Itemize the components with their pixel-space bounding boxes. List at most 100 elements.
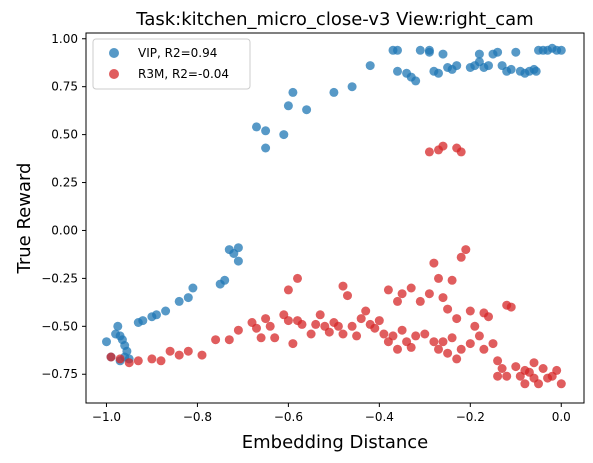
point-vip: [484, 61, 493, 71]
point-r3m: [520, 379, 530, 389]
legend-box: [92, 38, 251, 90]
point-vip: [279, 130, 289, 140]
y-tick-label: −0.75: [41, 367, 78, 381]
point-vip: [152, 310, 161, 320]
point-r3m: [438, 337, 448, 347]
point-vip: [434, 68, 443, 78]
point-r3m: [534, 379, 543, 389]
legend-marker-r3m: [109, 69, 119, 79]
point-vip: [393, 45, 402, 55]
point-vip: [302, 105, 312, 115]
point-r3m: [270, 333, 280, 343]
point-r3m: [438, 293, 448, 303]
point-r3m: [283, 316, 293, 326]
point-r3m: [333, 321, 343, 331]
point-r3m: [429, 258, 439, 268]
chart-title: Task:kitchen_micro_close-v3 View:right_c…: [135, 9, 533, 30]
point-r3m: [374, 316, 384, 326]
legend-label-vip: VIP, R2=0.94: [138, 46, 217, 60]
point-r3m: [443, 348, 453, 358]
point-r3m: [434, 344, 443, 354]
point-r3m: [429, 337, 439, 347]
point-vip: [438, 49, 448, 59]
point-vip: [415, 45, 425, 55]
point-vip: [252, 122, 261, 132]
point-vip: [506, 64, 516, 74]
point-r3m: [370, 323, 380, 333]
x-axis: −1.0 −0.8 −0.6 −0.4 −0.2 0.0: [92, 403, 571, 424]
y-tick-label: −0.50: [41, 319, 78, 333]
point-r3m: [529, 358, 539, 368]
point-r3m: [465, 339, 475, 349]
y-axis-label: True Reward: [14, 163, 35, 275]
point-r3m: [124, 358, 134, 368]
point-vip: [233, 243, 243, 253]
legend-marker-vip: [109, 48, 119, 58]
point-r3m: [493, 371, 503, 381]
point-r3m: [406, 283, 416, 293]
point-r3m: [224, 335, 234, 345]
point-vip: [283, 101, 293, 111]
point-r3m: [115, 354, 125, 364]
point-r3m: [420, 329, 430, 339]
point-vip: [493, 47, 503, 57]
point-r3m: [265, 321, 275, 331]
point-vip: [393, 66, 402, 76]
y-tick-label: 1.00: [51, 32, 78, 46]
point-r3m: [293, 273, 302, 283]
point-r3m: [393, 296, 402, 306]
point-vip: [261, 143, 271, 153]
point-r3m: [411, 331, 421, 341]
point-r3m: [552, 365, 562, 375]
point-r3m: [211, 335, 221, 345]
point-vip: [511, 47, 521, 57]
y-tick-label: 0.50: [51, 128, 78, 142]
point-vip: [188, 283, 198, 293]
point-r3m: [502, 371, 512, 381]
point-r3m: [356, 314, 366, 324]
point-r3m: [252, 323, 261, 333]
point-r3m: [347, 321, 357, 331]
point-vip: [424, 47, 434, 57]
point-r3m: [343, 291, 352, 301]
y-tick-label: 0.75: [51, 80, 78, 94]
legend-label-r3m: R3M, R2=-0.04: [138, 67, 229, 81]
point-r3m: [465, 306, 475, 316]
point-r3m: [397, 325, 407, 335]
point-r3m: [438, 141, 448, 151]
point-r3m: [447, 275, 457, 285]
point-r3m: [352, 331, 362, 341]
point-r3m: [174, 350, 184, 360]
point-r3m: [324, 327, 334, 337]
point-r3m: [106, 352, 116, 362]
point-r3m: [397, 289, 407, 299]
point-r3m: [452, 354, 462, 364]
x-tick-label: −0.4: [365, 410, 394, 424]
point-r3m: [338, 281, 348, 291]
y-tick-label: −0.25: [41, 271, 78, 285]
point-r3m: [165, 346, 175, 356]
point-r3m: [147, 354, 157, 364]
y-tick-label: 0.00: [51, 223, 78, 237]
point-vip: [329, 87, 339, 97]
point-vip: [233, 256, 243, 266]
point-vip: [365, 61, 375, 71]
point-vip: [474, 49, 484, 59]
point-r3m: [315, 310, 325, 320]
point-r3m: [497, 364, 507, 373]
point-r3m: [479, 344, 489, 354]
point-r3m: [393, 344, 402, 354]
point-r3m: [556, 379, 566, 389]
point-r3m: [338, 329, 348, 339]
point-vip: [174, 296, 184, 306]
point-vip: [347, 82, 357, 92]
point-r3m: [297, 319, 307, 329]
point-vip: [288, 87, 298, 97]
point-r3m: [484, 312, 493, 322]
plot-frame: [85, 32, 585, 404]
point-vip: [161, 306, 171, 316]
point-r3m: [538, 364, 548, 373]
point-r3m: [261, 314, 271, 324]
point-r3m: [511, 362, 521, 372]
